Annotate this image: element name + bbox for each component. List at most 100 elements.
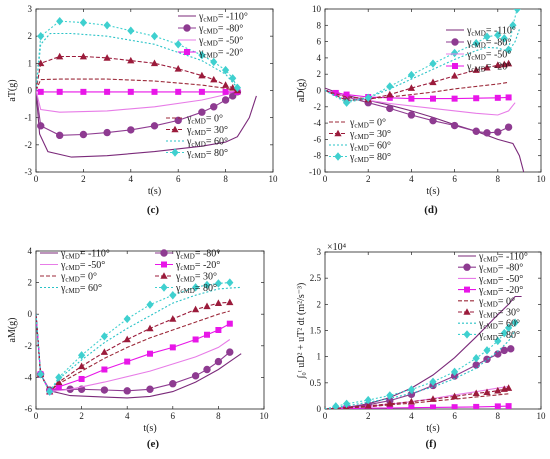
x-tick-label: 4 xyxy=(409,174,414,184)
data-point-m20 xyxy=(408,404,415,409)
y-tick-label: 3 xyxy=(317,247,322,257)
data-point-p80 xyxy=(150,31,159,41)
y-tick-label: -2 xyxy=(25,341,33,351)
y-tick-label: 0.5 xyxy=(310,378,322,388)
legend-marker-m20 xyxy=(464,286,470,293)
legend-label-p60: γcMD= 60° xyxy=(478,319,520,331)
data-point-p30 xyxy=(127,56,135,64)
legend-marker-p80 xyxy=(160,283,168,292)
x-tick-label: 10 xyxy=(260,411,270,421)
x-tick-label: 8 xyxy=(216,411,221,421)
plot-area xyxy=(325,295,522,409)
panel-label: (d) xyxy=(424,204,438,216)
data-point-m20 xyxy=(222,88,229,95)
data-point-m80 xyxy=(214,357,223,366)
data-point-m20 xyxy=(451,404,458,409)
series-m110 xyxy=(36,90,257,158)
data-point-m80 xyxy=(37,122,45,130)
legend-label-m20: γcMD= -20° xyxy=(478,285,523,297)
legend: γcMD= 0°γcMD= 30°γcMD= 60°γcMD= 80° xyxy=(329,118,391,164)
x-tick-label: 10 xyxy=(269,174,279,184)
data-point-p80 xyxy=(407,385,415,394)
legend-label-m20: γcMD= -20° xyxy=(198,48,243,60)
data-point-p30 xyxy=(386,399,394,407)
data-point-p80 xyxy=(429,377,437,386)
data-point-p30 xyxy=(505,59,513,67)
data-point-m80 xyxy=(229,92,237,100)
x-tick-label: 6 xyxy=(452,411,457,421)
y-multiplier: ×10⁴ xyxy=(327,242,347,253)
y-tick-label: 2.5 xyxy=(310,273,322,283)
data-point-m20 xyxy=(451,95,458,102)
data-point-p30 xyxy=(56,52,64,60)
panel-label: (e) xyxy=(147,438,160,450)
data-point-m80 xyxy=(407,111,416,119)
x-tick-label: 0 xyxy=(34,411,39,421)
x-tick-label: 0 xyxy=(34,174,39,184)
data-point-m80 xyxy=(174,116,182,125)
data-point-p80 xyxy=(500,34,508,43)
data-point-m20 xyxy=(192,336,199,343)
series-m110 xyxy=(36,314,242,399)
data-point-p80 xyxy=(192,283,200,292)
legend-label-p60: γcMD= 60° xyxy=(349,141,391,153)
data-point-p80 xyxy=(222,65,230,75)
series-m50 xyxy=(325,89,516,116)
data-point-m80 xyxy=(450,121,459,130)
data-point-p30 xyxy=(226,298,234,306)
data-point-p80 xyxy=(509,21,517,30)
y-tick-label: 4 xyxy=(28,246,33,256)
data-point-m80 xyxy=(494,128,502,136)
data-point-p80 xyxy=(214,279,222,288)
series-line-m50 xyxy=(36,89,238,113)
legend-marker-p30 xyxy=(334,129,342,137)
data-point-m80 xyxy=(169,380,177,388)
data-point-p80 xyxy=(146,300,154,309)
data-point-m20 xyxy=(505,94,512,101)
data-point-p80 xyxy=(513,9,521,14)
data-point-p80 xyxy=(233,83,242,92)
legend-label-m50: γcMD= -50° xyxy=(466,50,511,62)
panel-label: (f) xyxy=(426,438,437,450)
legend-marker-m80 xyxy=(451,38,459,46)
data-point-p80 xyxy=(210,57,218,67)
data-point-p30 xyxy=(214,299,222,306)
data-point-p30 xyxy=(229,83,237,91)
series-p80 xyxy=(325,318,519,409)
data-point-m20 xyxy=(386,94,393,101)
legend-label-p30: γcMD= 30° xyxy=(349,129,391,141)
series-p0 xyxy=(325,393,509,409)
y-tick-label: 0 xyxy=(317,404,322,414)
data-point-p30 xyxy=(483,388,491,396)
legend-marker-p30 xyxy=(160,272,168,279)
data-point-m20 xyxy=(473,95,480,102)
series-m80 xyxy=(36,88,242,140)
data-point-m20 xyxy=(386,404,393,409)
data-point-m80 xyxy=(429,116,437,125)
y-axis-label: aT(g) xyxy=(7,79,18,101)
y-tick-label: -2 xyxy=(314,102,322,112)
legend-label-m110: γcMD= -110° xyxy=(198,12,248,24)
data-point-p30 xyxy=(494,386,502,394)
series-line-p60 xyxy=(36,32,238,91)
series-p80 xyxy=(325,9,521,107)
legend: γcMD= -110°γcMD= -80°γcMD= -50°γcMD= -20… xyxy=(446,26,516,74)
data-point-m20 xyxy=(430,404,436,409)
y-tick-label: -4 xyxy=(314,118,322,128)
data-point-p30 xyxy=(429,78,437,86)
x-tick-label: 2 xyxy=(366,174,371,184)
data-point-m80 xyxy=(103,128,111,137)
data-point-m20 xyxy=(55,383,62,390)
x-tick-label: 6 xyxy=(171,411,176,421)
data-point-p30 xyxy=(407,84,415,91)
y-tick-label: 2 xyxy=(317,69,322,79)
y-tick-label: -6 xyxy=(25,404,33,414)
y-tick-label: 6 xyxy=(317,37,322,47)
legend-label-p30: γcMD= 30° xyxy=(175,272,217,284)
data-point-p80 xyxy=(483,32,491,41)
y-tick-label: 1.5 xyxy=(310,326,322,336)
y-axis-label: ∫₀ᵗ uD² + uT² dt (m²/s⁻³) xyxy=(296,283,307,380)
data-point-p30 xyxy=(222,81,230,88)
data-point-p80 xyxy=(343,98,351,107)
series-p0 xyxy=(325,81,509,100)
